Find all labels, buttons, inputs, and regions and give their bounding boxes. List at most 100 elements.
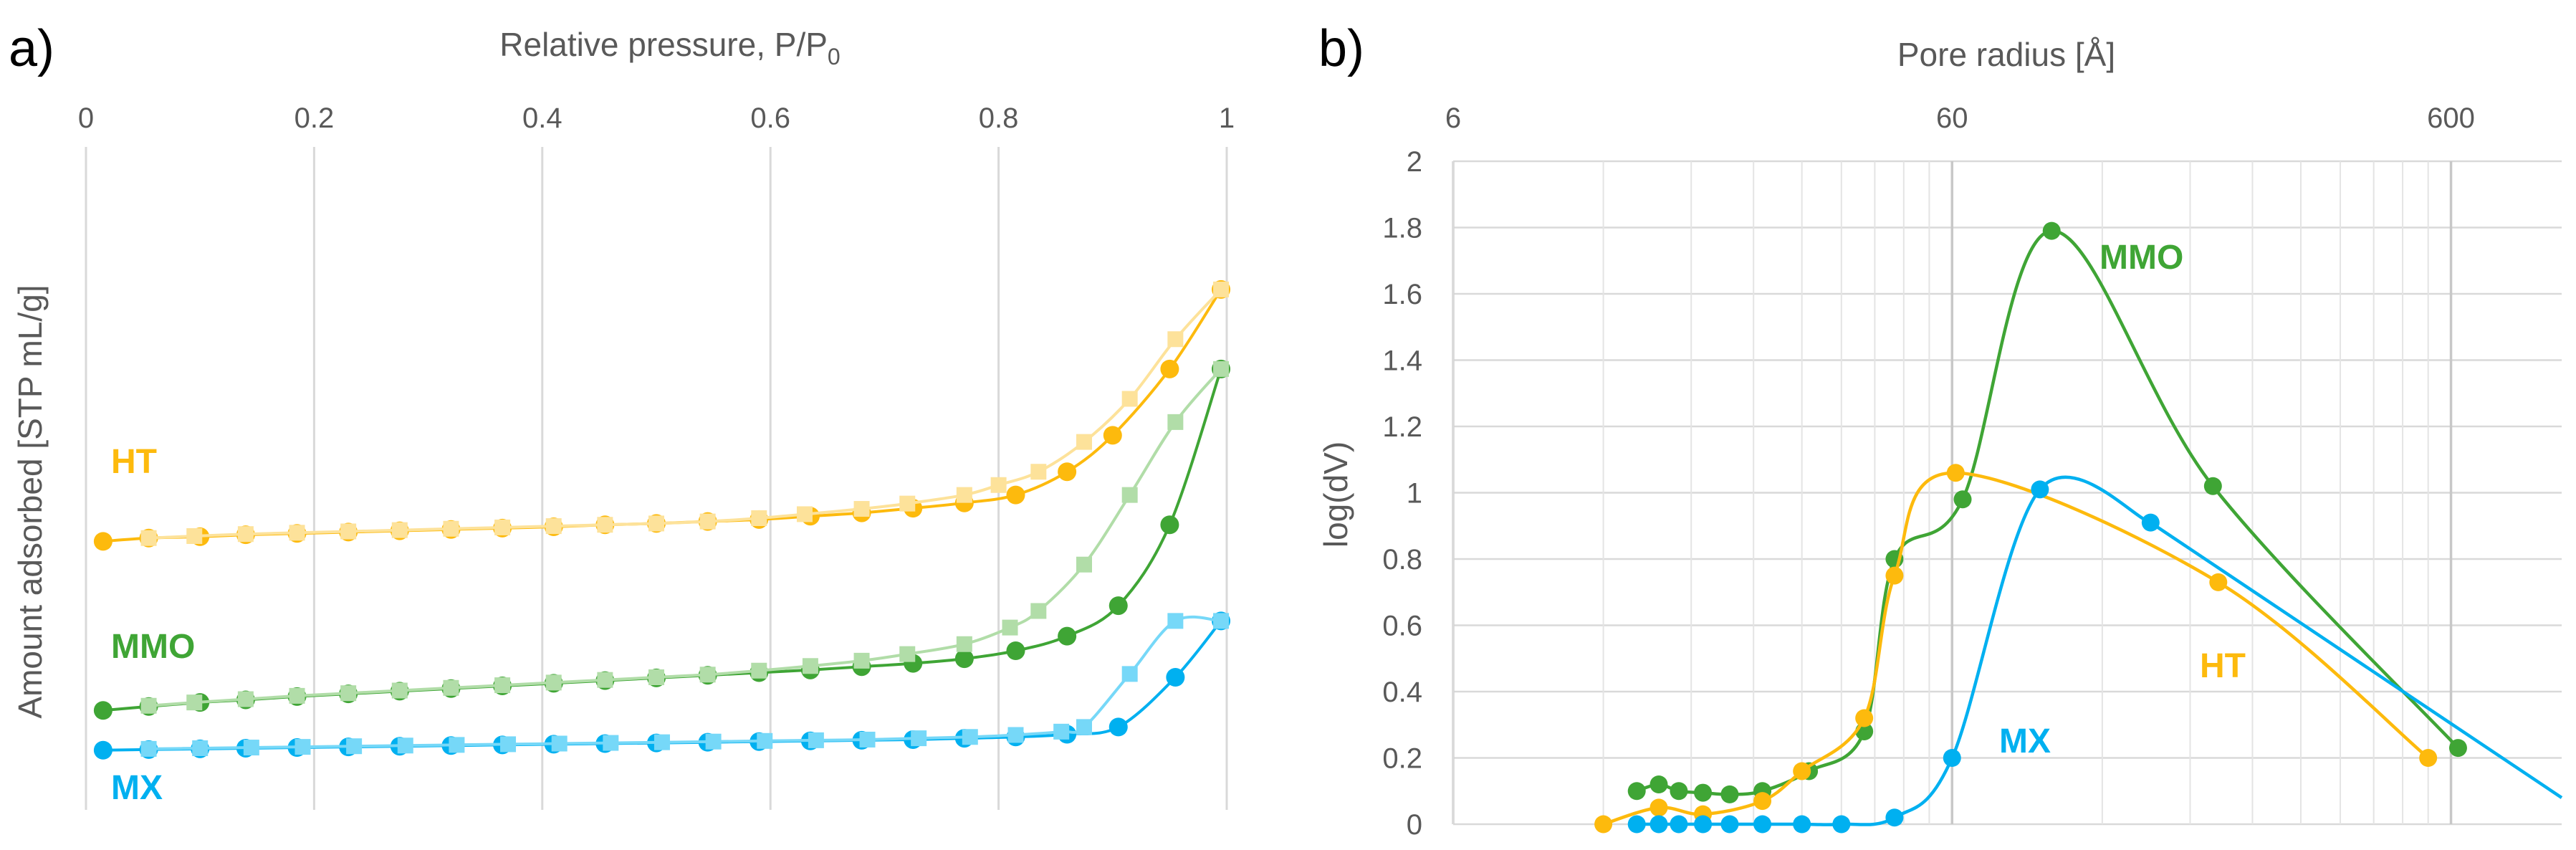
a-point-ht-adsorption-20 <box>1103 426 1122 445</box>
a-point-ht-desorption-18 <box>340 523 357 540</box>
panel-b-ylabel: log(dV) <box>1317 441 1354 548</box>
a-point-mmo-desorption-9 <box>802 658 818 674</box>
b-point-mx-2 <box>1670 815 1688 834</box>
panel-b-gridlines <box>1452 160 2562 826</box>
a-point-mx-desorption-11 <box>705 733 722 750</box>
b-point-mx-8 <box>1885 808 1904 827</box>
a-point-mx-desorption-12 <box>653 734 670 750</box>
b-line-ht <box>1602 471 2430 826</box>
b-point-ht-0 <box>1594 815 1613 834</box>
a-point-mmo-desorption-5 <box>1002 619 1018 636</box>
a-point-mx-desorption-2 <box>1121 666 1138 682</box>
a-point-mmo-desorption-18 <box>340 685 357 702</box>
a-series-mmo-adsorption <box>93 359 1231 720</box>
a-point-ht-desorption-6 <box>956 487 972 503</box>
a-point-ht-adsorption-19 <box>1058 462 1077 482</box>
a-point-ht-adsorption-21 <box>1160 359 1179 378</box>
b-point-ht-9 <box>2419 749 2438 767</box>
a-point-mx-desorption-6 <box>962 729 978 745</box>
a-point-mmo-desorption-14 <box>545 674 562 691</box>
annotation-ht-b: HT <box>2200 647 2246 685</box>
b-point-ht-5 <box>1855 709 1874 727</box>
a-point-mmo-adsorption-0 <box>93 701 112 720</box>
b-point-mx-7 <box>1832 815 1851 834</box>
panel-b-chart: b) Pore radius [Å] log(dV) 6 60 600 0 0.2 0.… <box>1317 20 2563 841</box>
a-point-mx-desorption-21 <box>192 740 209 756</box>
a-point-ht-desorption-3 <box>1076 434 1092 450</box>
a-series-mx-desorption <box>140 613 1230 757</box>
b-y-tick-2: 2 <box>1407 146 1422 178</box>
a-point-mmo-desorption-4 <box>1030 603 1047 619</box>
a-point-mmo-adsorption-19 <box>1058 626 1077 646</box>
b-x-tick-60: 60 <box>1936 102 1968 134</box>
a-point-mx-desorption-8 <box>859 731 876 748</box>
a-point-mmo-desorption-10 <box>751 662 767 679</box>
a-point-ht-desorption-20 <box>237 526 254 543</box>
a-point-mmo-desorption-2 <box>1121 487 1138 503</box>
a-point-mmo-desorption-15 <box>494 677 511 694</box>
a-point-mx-desorption-14 <box>551 735 568 752</box>
a-point-mx-desorption-7 <box>911 730 927 747</box>
panel-b-x-tick-labels: 6 60 600 <box>1445 102 2475 134</box>
panel-a-series <box>93 280 1231 760</box>
a-point-mx-desorption-17 <box>397 737 413 754</box>
a-point-ht-desorption-13 <box>597 517 613 533</box>
a-point-mx-desorption-20 <box>243 740 259 756</box>
a-point-ht-desorption-22 <box>140 530 157 546</box>
a-x-tick-0-6: 0.6 <box>750 102 790 134</box>
a-point-mmo-desorption-16 <box>443 679 459 696</box>
a-point-mmo-desorption-0 <box>1213 360 1230 377</box>
a-point-mx-desorption-19 <box>295 739 311 755</box>
a-point-mx-adsorption-21 <box>1166 668 1185 687</box>
b-point-mx-11 <box>2141 513 2160 532</box>
a-point-ht-desorption-4 <box>1030 464 1047 480</box>
b-point-ht-1 <box>1649 798 1668 817</box>
a-point-mx-desorption-5 <box>1007 727 1024 743</box>
b-point-mx-4 <box>1720 815 1739 834</box>
b-x-tick-600: 600 <box>2427 102 2475 134</box>
b-point-mmo-3 <box>1694 783 1713 802</box>
b-y-tick-1: 1 <box>1407 478 1422 510</box>
b-point-ht-8 <box>2209 573 2228 591</box>
b-point-mx-6 <box>1793 815 1811 834</box>
b-point-mmo-1 <box>1649 775 1668 793</box>
b-line-mmo <box>1636 229 2460 796</box>
b-y-tick-0: 0 <box>1407 809 1422 841</box>
a-point-mmo-adsorption-20 <box>1109 596 1128 616</box>
b-y-tick-1-2: 1.2 <box>1382 411 1422 443</box>
b-point-mx-5 <box>1753 815 1772 834</box>
b-point-mmo-4 <box>1720 785 1739 803</box>
b-point-ht-6 <box>1885 566 1904 585</box>
b-y-tick-0-4: 0.4 <box>1382 677 1422 708</box>
a-point-ht-desorption-9 <box>796 506 813 522</box>
b-point-mmo-12 <box>2448 739 2467 758</box>
b-point-mx-10 <box>2031 480 2049 499</box>
a-point-mx-desorption-18 <box>346 738 363 755</box>
a-point-mx-desorption-0 <box>1213 613 1230 629</box>
a-series-ht-desorption <box>140 281 1230 546</box>
b-y-tick-1-6: 1.6 <box>1382 279 1422 310</box>
a-point-ht-adsorption-18 <box>1006 485 1025 505</box>
a-point-mx-adsorption-20 <box>1109 717 1128 737</box>
a-point-mmo-desorption-8 <box>853 652 870 669</box>
a-point-ht-desorption-10 <box>751 510 767 526</box>
b-y-tick-1-8: 1.8 <box>1382 213 1422 244</box>
a-point-ht-desorption-14 <box>545 518 562 535</box>
b-point-mmo-2 <box>1670 782 1688 801</box>
b-series-mx <box>1627 475 2563 834</box>
b-point-mx-3 <box>1694 815 1713 834</box>
b-point-mx-0 <box>1627 815 1646 834</box>
a-point-mmo-desorption-12 <box>648 669 664 685</box>
a-point-mmo-desorption-22 <box>140 697 157 714</box>
a-point-ht-desorption-1 <box>1167 331 1184 348</box>
a-point-mmo-desorption-20 <box>237 691 254 707</box>
a-point-ht-desorption-17 <box>391 522 408 538</box>
b-point-mmo-9 <box>1953 490 1972 509</box>
a-point-ht-desorption-5 <box>990 477 1007 493</box>
a-point-ht-desorption-7 <box>899 495 916 512</box>
a-point-mx-desorption-3 <box>1076 719 1092 735</box>
a-x-tick-0: 0 <box>78 102 94 134</box>
b-point-mmo-0 <box>1627 782 1646 801</box>
b-point-mmo-10 <box>2042 221 2061 240</box>
